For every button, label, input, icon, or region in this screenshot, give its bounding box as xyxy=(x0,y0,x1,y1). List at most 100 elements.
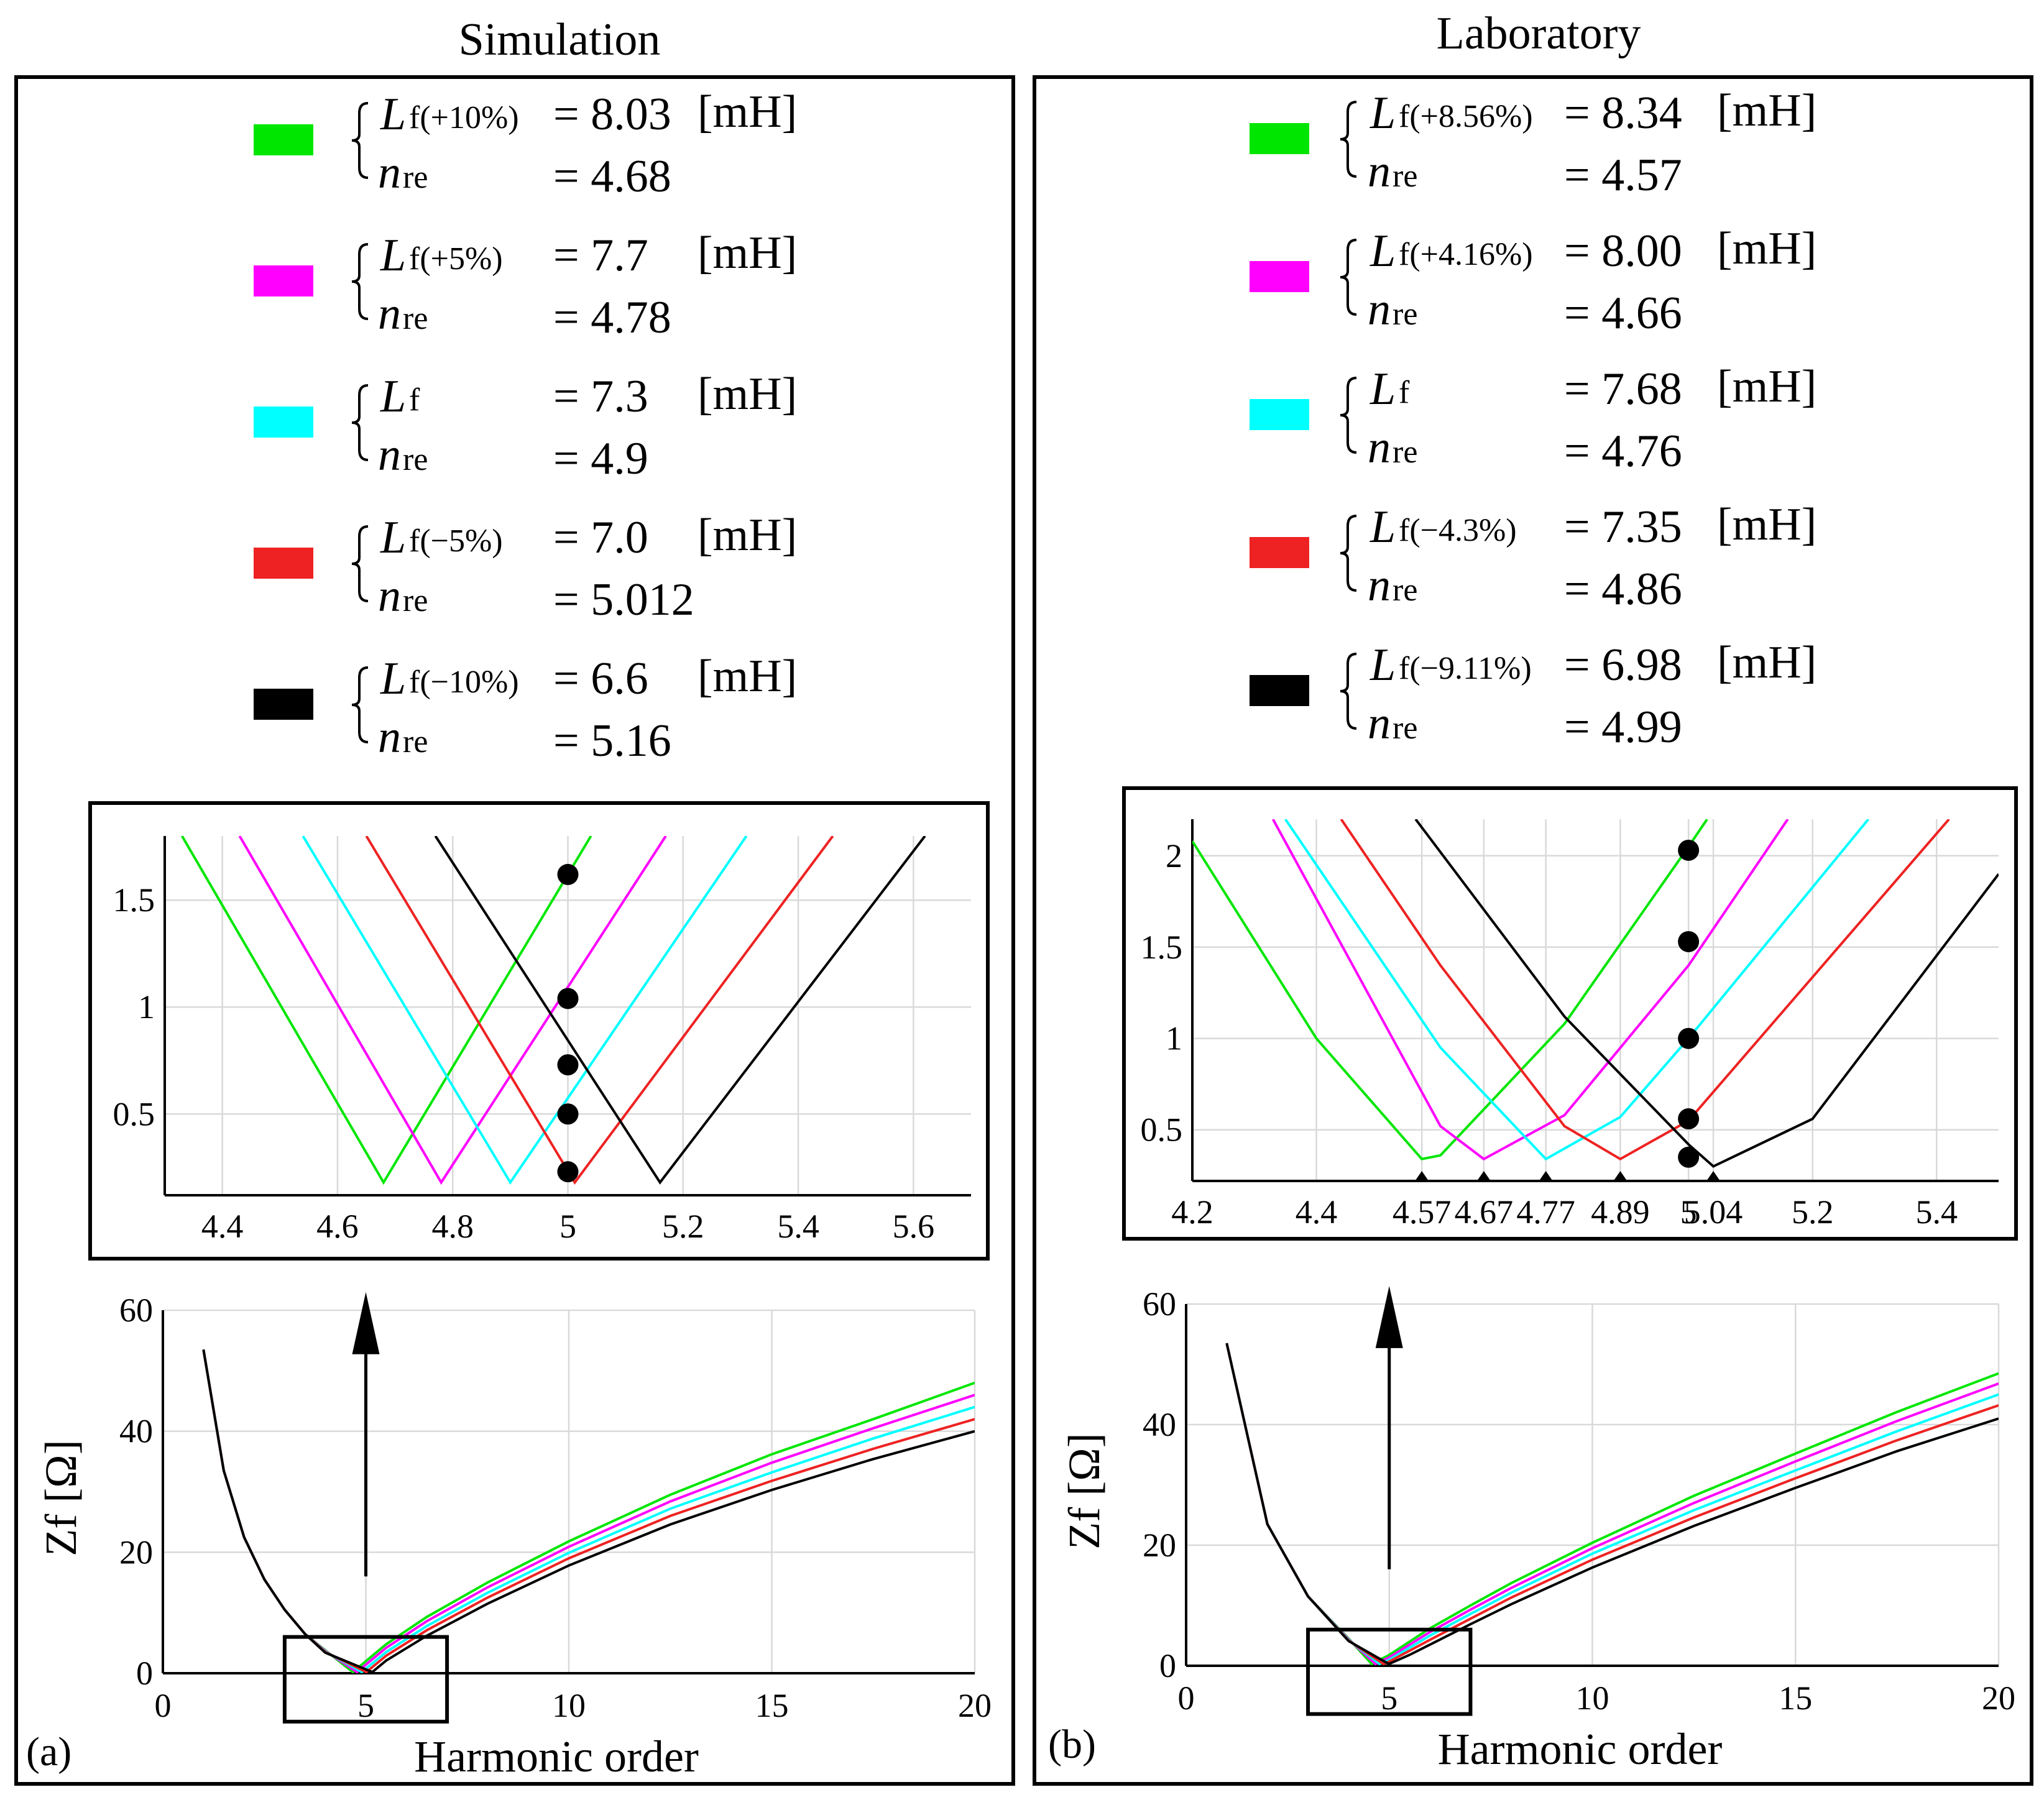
legend-swatch xyxy=(254,406,313,438)
legend-L-value: = 7.0 xyxy=(553,512,648,563)
legend-brace xyxy=(351,666,369,743)
legend-n-value: = 5.16 xyxy=(553,715,671,766)
legend-L-value: = 6.98 xyxy=(1564,640,1682,691)
series-line-Lf(-9.11%) xyxy=(1414,819,1999,1168)
zoom-region-box xyxy=(282,1635,449,1724)
panel-a-inset-frame xyxy=(88,801,990,1261)
legend-unit: [mH] xyxy=(697,369,797,420)
tick-marker-triangle xyxy=(1476,1171,1491,1181)
data-point-marker xyxy=(1678,1108,1700,1130)
legend-brace xyxy=(1340,653,1357,730)
legend-n-value: = 4.86 xyxy=(1564,564,1682,615)
series-group xyxy=(202,1349,975,1673)
legend-swatch xyxy=(254,265,313,296)
legend-n-symbol: n xyxy=(1368,422,1391,473)
y-axis-title: Zf [Ω] xyxy=(1059,1433,1109,1549)
legend-n-subscript: re xyxy=(1393,158,1417,194)
x-axis-title: Harmonic order xyxy=(1438,1724,1723,1774)
data-point-marker xyxy=(1678,1146,1700,1168)
legend-L-subscript: f(+4.16%) xyxy=(1399,237,1533,272)
x-tick-label: 10 xyxy=(552,1687,586,1724)
tick-marker-triangle xyxy=(1539,1171,1553,1181)
series-line-Lf(-9.11%) xyxy=(1225,1343,1999,1666)
panel-a-tag: (a) xyxy=(26,1729,71,1775)
tick-marker-triangle xyxy=(1415,1171,1429,1181)
y-tick-label: 0.5 xyxy=(1141,1111,1183,1149)
legend-n-value: = 4.57 xyxy=(1564,150,1682,201)
legend-n-value: = 4.78 xyxy=(553,292,671,343)
legend-n-subscript: re xyxy=(403,442,428,477)
legend-n-symbol: n xyxy=(1368,284,1391,335)
x-tick-label: 4.8 xyxy=(431,1208,474,1245)
series-line-Lf(+8.56%) xyxy=(1225,1343,1999,1666)
x-tick-label: 4.77 xyxy=(1516,1193,1575,1231)
x-tick-label: 4.4 xyxy=(1296,1193,1338,1231)
x-tick-label: 5.04 xyxy=(1684,1193,1743,1231)
series-line-Lf(-4.3%) xyxy=(1225,1343,1999,1666)
panel-b-zoom-chart: 4.2 4.4 4.57 4.67 4.77 4.89 55.04 5.2 5.4 0.5 1 1.5… xyxy=(1141,819,1999,1231)
series-line-Lf(-4.3%) xyxy=(1340,819,1950,1161)
legend-L-value: = 7.3 xyxy=(553,371,648,422)
x-axis-title: Harmonic order xyxy=(414,1732,699,1781)
legend-n-symbol: n xyxy=(378,147,401,198)
series-line-Lf(+10%) xyxy=(181,836,592,1185)
legend-L-symbol: L xyxy=(1370,226,1396,277)
legend-L-value: = 8.34 xyxy=(1564,88,1682,139)
legend-L-symbol: L xyxy=(1370,88,1396,139)
legend-brace xyxy=(351,525,369,602)
legend-n-subscript: re xyxy=(403,160,428,195)
legend-L-value: = 7.68 xyxy=(1564,364,1682,415)
x-tick-label: 5 xyxy=(1680,1193,1697,1231)
legend-L-subscript: f(−5%) xyxy=(409,523,503,559)
series-line-Lf xyxy=(1284,819,1870,1161)
legend-L-value: = 7.7 xyxy=(553,230,648,281)
legend-n-subscript: re xyxy=(1393,434,1417,470)
y-tick-label: 1.5 xyxy=(1141,929,1183,966)
legend-unit: [mH] xyxy=(1717,499,1816,550)
legend-n-value: = 4.66 xyxy=(1564,288,1682,339)
legend-n-value: = 4.76 xyxy=(1564,426,1682,477)
legend-unit: [mH] xyxy=(697,86,797,137)
legend-n-symbol: n xyxy=(1368,698,1391,749)
legend-n-value: = 5.012 xyxy=(553,574,694,625)
panel-a-main-chart: 0 5 10 15 20 0 20 40 60 Harmonic order Zf [Ω] xyxy=(36,1292,992,1781)
legend-L-symbol: L xyxy=(380,512,406,563)
data-point-marker xyxy=(557,1161,579,1183)
panel-a-frame xyxy=(14,75,1015,1786)
legend-n-subscript: re xyxy=(403,301,428,336)
series-line-Lf(-10%) xyxy=(202,1349,975,1673)
legend-brace xyxy=(351,243,369,320)
legend-swatch xyxy=(1250,261,1309,292)
x-tick-label: 4.89 xyxy=(1591,1193,1650,1231)
data-point-marker xyxy=(557,988,579,1009)
legend-L-symbol: L xyxy=(1370,640,1396,691)
series-group xyxy=(181,836,926,1185)
x-tick-label: 5.2 xyxy=(662,1208,704,1245)
tick-marker-triangle xyxy=(1613,1171,1627,1181)
legend-brace xyxy=(351,384,369,461)
x-tick-label: 5.4 xyxy=(1915,1193,1958,1231)
x-tick-label: 15 xyxy=(1779,1679,1812,1717)
y-tick-label: 1 xyxy=(1166,1020,1182,1057)
data-point-marker xyxy=(1678,839,1700,861)
series-line-Lf(+4.16%) xyxy=(1225,1343,1999,1666)
x-tick-label: 4.6 xyxy=(316,1208,359,1245)
x-tick-label: 4.4 xyxy=(201,1208,244,1245)
zoom-arrow-head xyxy=(1375,1285,1403,1348)
legend-n-subscript: re xyxy=(1393,296,1417,332)
legend-swatch xyxy=(1250,675,1309,706)
series-line-Lf(-5%) xyxy=(202,1349,975,1673)
x-tick-label: 0 xyxy=(1178,1679,1195,1717)
y-tick-label: 60 xyxy=(119,1292,153,1329)
legend-unit: [mH] xyxy=(1717,361,1816,412)
legend-L-subscript: f(−10%) xyxy=(409,664,519,700)
legend-swatch xyxy=(1250,399,1309,430)
series-line-Lf(+8.56%) xyxy=(1192,819,1708,1160)
